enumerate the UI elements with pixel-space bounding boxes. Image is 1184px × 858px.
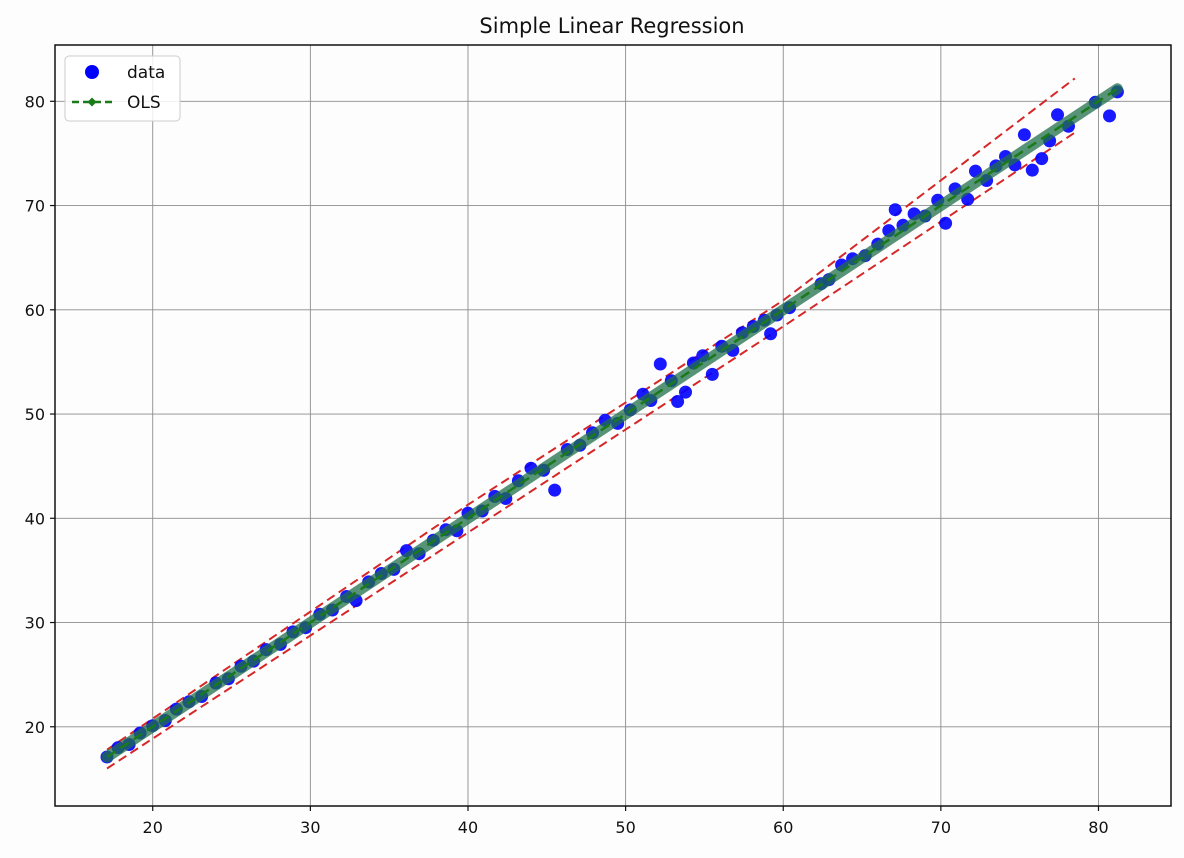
- y-tick-label: 20: [25, 718, 45, 737]
- prediction-band-lower: [106, 131, 1076, 770]
- x-tick-label: 40: [458, 818, 478, 837]
- data-point: [548, 483, 562, 497]
- data-point: [679, 385, 692, 399]
- legend-data-label: data: [127, 63, 165, 83]
- legend-data-marker: [85, 65, 99, 79]
- ols-line-layer: [101, 83, 1123, 763]
- chart-title: Simple Linear Regression: [479, 14, 744, 38]
- y-tick-label: 80: [25, 92, 45, 111]
- ticks-layer: 20 30 40 50 60 70 80 20 30 40 50 60 70 80: [25, 92, 1109, 837]
- data-point: [705, 367, 719, 381]
- data-point: [939, 216, 953, 230]
- x-tick-label: 80: [1088, 818, 1108, 837]
- legend-ols-label: OLS: [127, 93, 161, 113]
- y-tick-label: 40: [25, 509, 45, 528]
- data-point: [1051, 108, 1064, 122]
- y-tick-label: 50: [25, 405, 45, 424]
- data-point: [764, 327, 778, 341]
- axes-frame: [54, 44, 1172, 807]
- x-tick-label: 60: [773, 818, 793, 837]
- data-point: [1025, 163, 1039, 177]
- x-tick-label: 50: [615, 818, 635, 837]
- prediction-band-layer: [106, 77, 1076, 770]
- data-point: [1035, 152, 1049, 166]
- data-point: [888, 203, 902, 217]
- x-tick-label: 30: [300, 818, 320, 837]
- x-tick-label: 20: [143, 818, 163, 837]
- legend: data OLS: [64, 55, 181, 122]
- ols-line: [106, 87, 1119, 759]
- y-tick-label: 70: [25, 197, 45, 216]
- data-point: [1017, 128, 1031, 142]
- data-point: [653, 357, 667, 371]
- data-point: [671, 395, 685, 408]
- data-point: [1103, 109, 1116, 123]
- x-tick-label: 70: [931, 818, 951, 837]
- y-tick-label: 60: [25, 301, 45, 320]
- legend-ols-diamond: [87, 97, 97, 107]
- prediction-band-upper: [106, 77, 1076, 751]
- y-tick-label: 30: [25, 614, 45, 633]
- grid-layer: [55, 45, 1171, 806]
